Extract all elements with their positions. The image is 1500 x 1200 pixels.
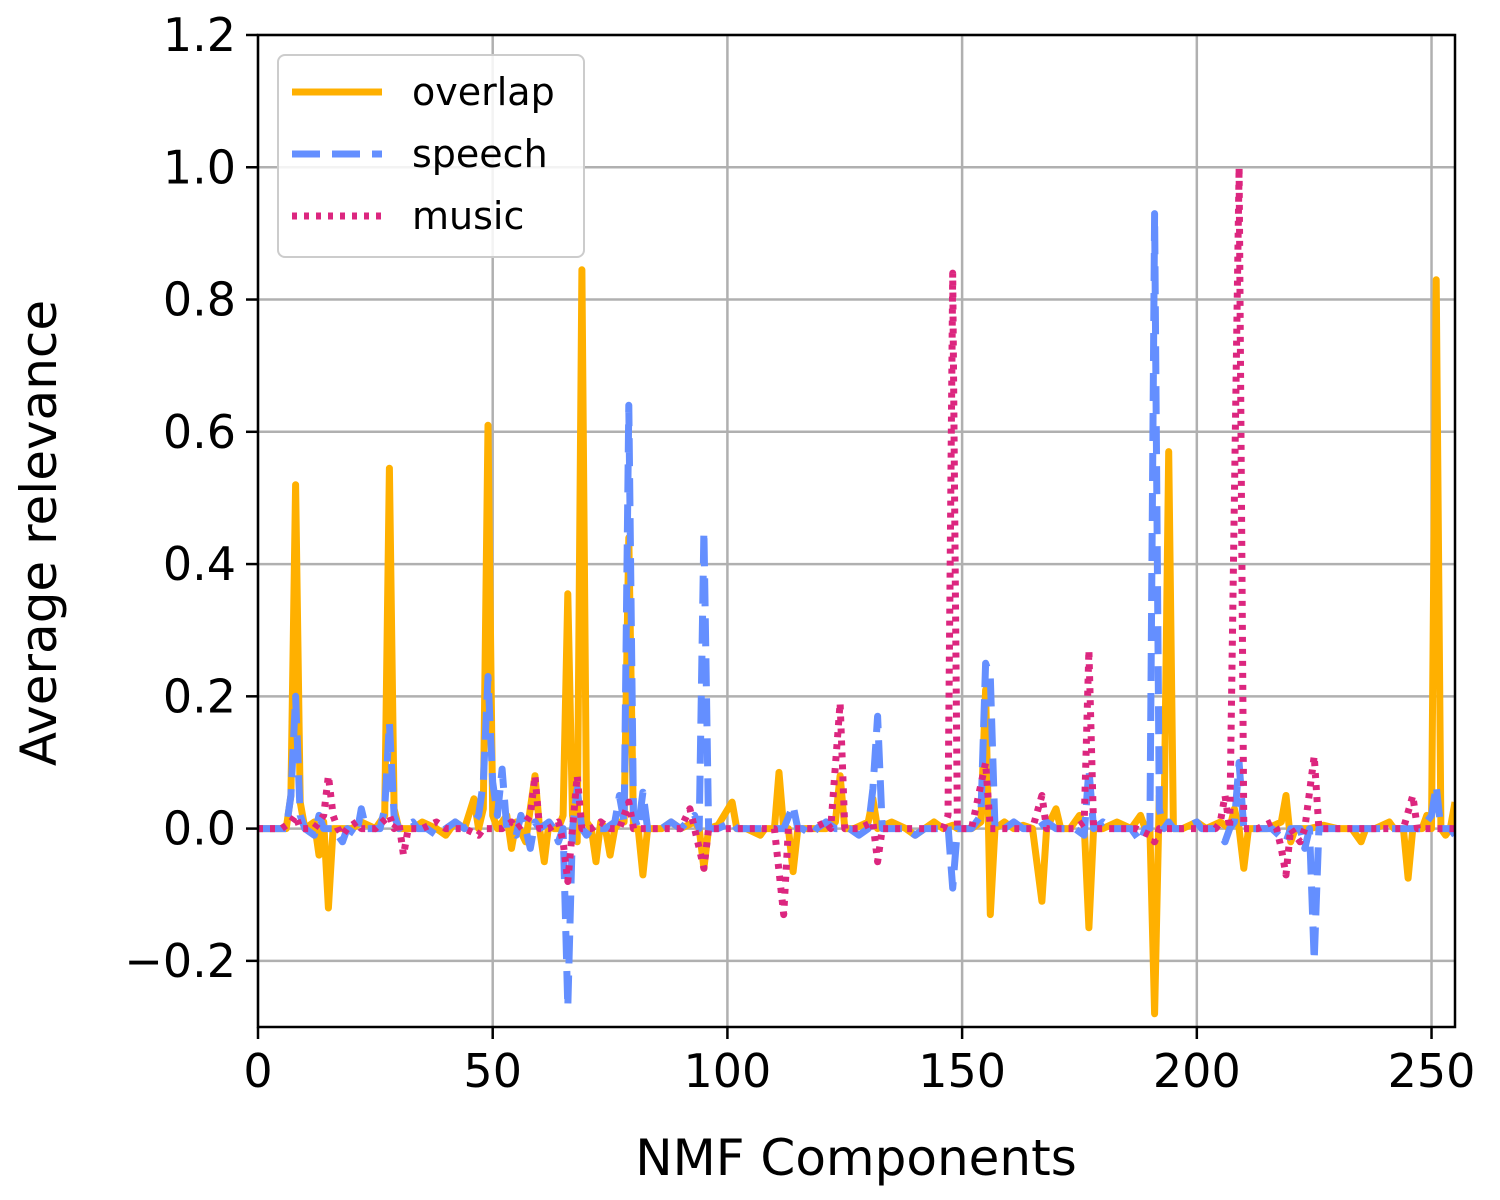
x-tick-label-0: 0 <box>243 1044 272 1098</box>
legend-box <box>277 54 585 258</box>
y-tick-label-1: 0.0 <box>163 802 236 856</box>
x-tick-label-3: 150 <box>918 1044 1006 1098</box>
legend-label-music: music <box>412 194 524 238</box>
series-line-music <box>258 163 1455 919</box>
x-tick-label-1: 50 <box>463 1044 522 1098</box>
series-lines <box>258 163 1455 1018</box>
y-tick-label-3: 0.4 <box>163 537 236 591</box>
legend-label-speech: speech <box>412 132 548 176</box>
legend-label-overlap: overlap <box>412 70 555 114</box>
x-axis-label: NMF Components <box>635 1129 1077 1187</box>
plot-frame <box>256 33 1457 1029</box>
y-tick-label-7: 1.2 <box>163 8 236 62</box>
y-tick-label-5: 0.8 <box>163 273 236 327</box>
y-tick-label-2: 0.2 <box>163 669 236 723</box>
x-tick-label-2: 100 <box>684 1044 772 1098</box>
y-tick-label-6: 1.0 <box>163 140 236 194</box>
series-line-overlap <box>258 266 1455 1018</box>
y-tick-label-4: 0.6 <box>163 405 236 459</box>
y-axis-label: Average relevance <box>10 300 68 766</box>
tick-labels: 0 50 100 150 200 250 −0.2 0.0 0.2 0.4 0.6 0.8 1.0 1.2 <box>124 8 1475 1098</box>
axes <box>256 33 1457 1029</box>
legend: overlap speech music <box>277 54 585 258</box>
x-tick-label-4: 200 <box>1153 1044 1241 1098</box>
series-line-speech <box>258 210 1455 1011</box>
x-tick-label-5: 250 <box>1388 1044 1476 1098</box>
y-tick-label-0: −0.2 <box>124 934 236 988</box>
